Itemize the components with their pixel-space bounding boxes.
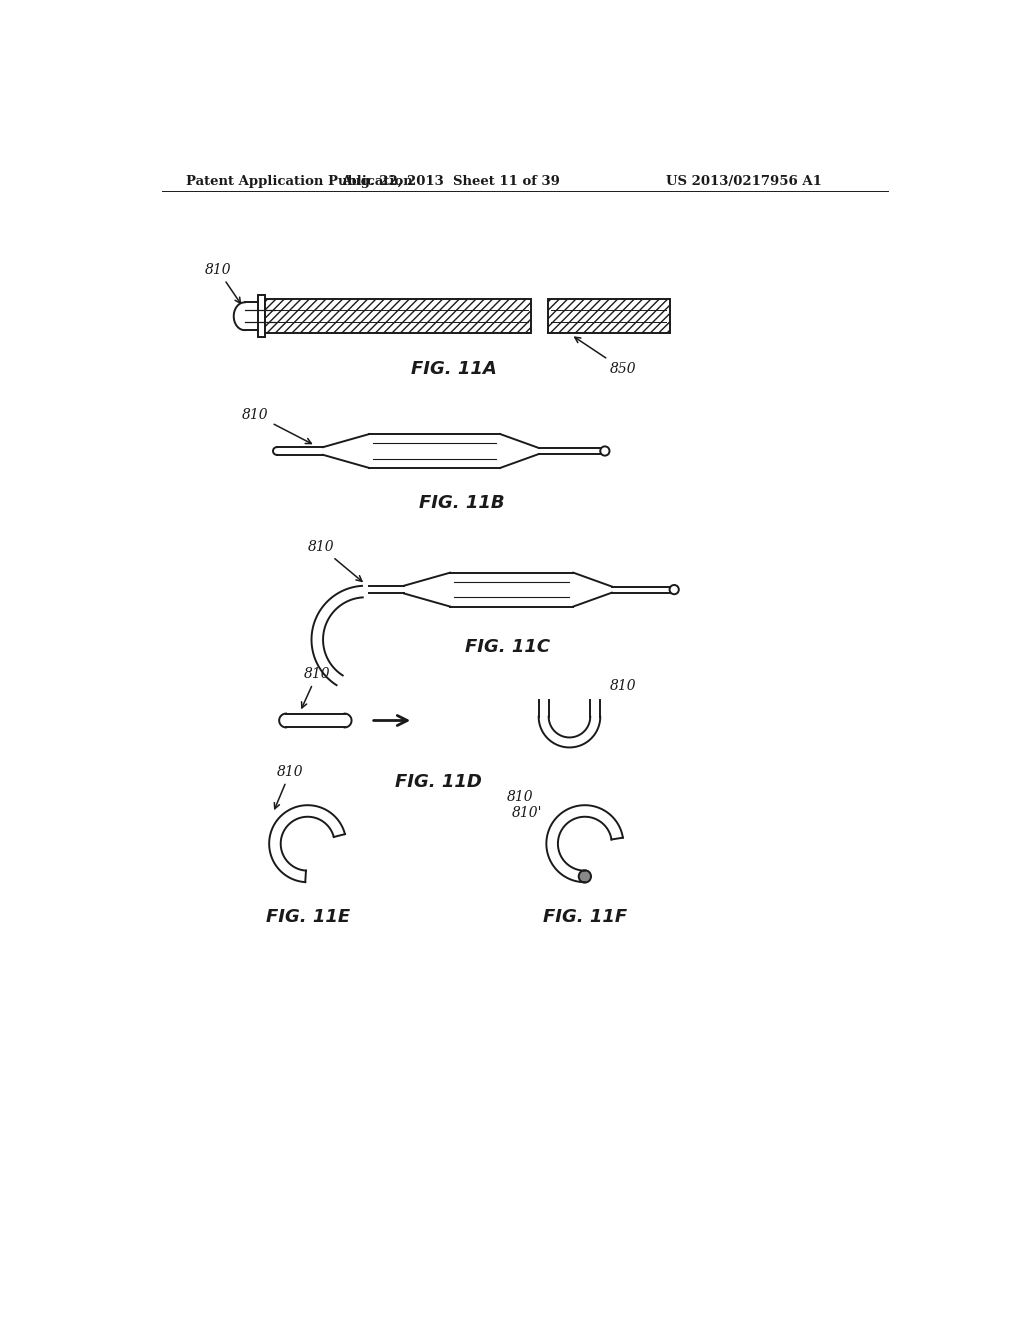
Text: 810: 810 — [307, 540, 361, 581]
Circle shape — [579, 870, 591, 883]
Text: FIG. 11B: FIG. 11B — [419, 495, 505, 512]
Text: 810: 810 — [609, 680, 636, 693]
Text: 810: 810 — [302, 667, 331, 708]
Circle shape — [600, 446, 609, 455]
Text: 810: 810 — [205, 263, 241, 304]
Text: 810: 810 — [506, 791, 532, 804]
Bar — [265, 300, 531, 333]
Text: 810': 810' — [512, 805, 543, 820]
Text: FIG. 11C: FIG. 11C — [465, 639, 551, 656]
Text: 850: 850 — [574, 337, 636, 376]
Text: 810: 810 — [243, 408, 311, 444]
Text: Aug. 22, 2013  Sheet 11 of 39: Aug. 22, 2013 Sheet 11 of 39 — [341, 176, 559, 187]
Bar — [548, 300, 670, 333]
Text: FIG. 11F: FIG. 11F — [543, 908, 627, 925]
Bar — [258, 296, 265, 337]
Text: FIG. 11A: FIG. 11A — [411, 359, 497, 378]
Text: Patent Application Publication: Patent Application Publication — [186, 176, 413, 187]
Text: US 2013/0217956 A1: US 2013/0217956 A1 — [666, 176, 821, 187]
Text: FIG. 11E: FIG. 11E — [265, 908, 350, 925]
Text: 810: 810 — [274, 766, 303, 809]
Circle shape — [670, 585, 679, 594]
Text: FIG. 11D: FIG. 11D — [395, 774, 482, 791]
